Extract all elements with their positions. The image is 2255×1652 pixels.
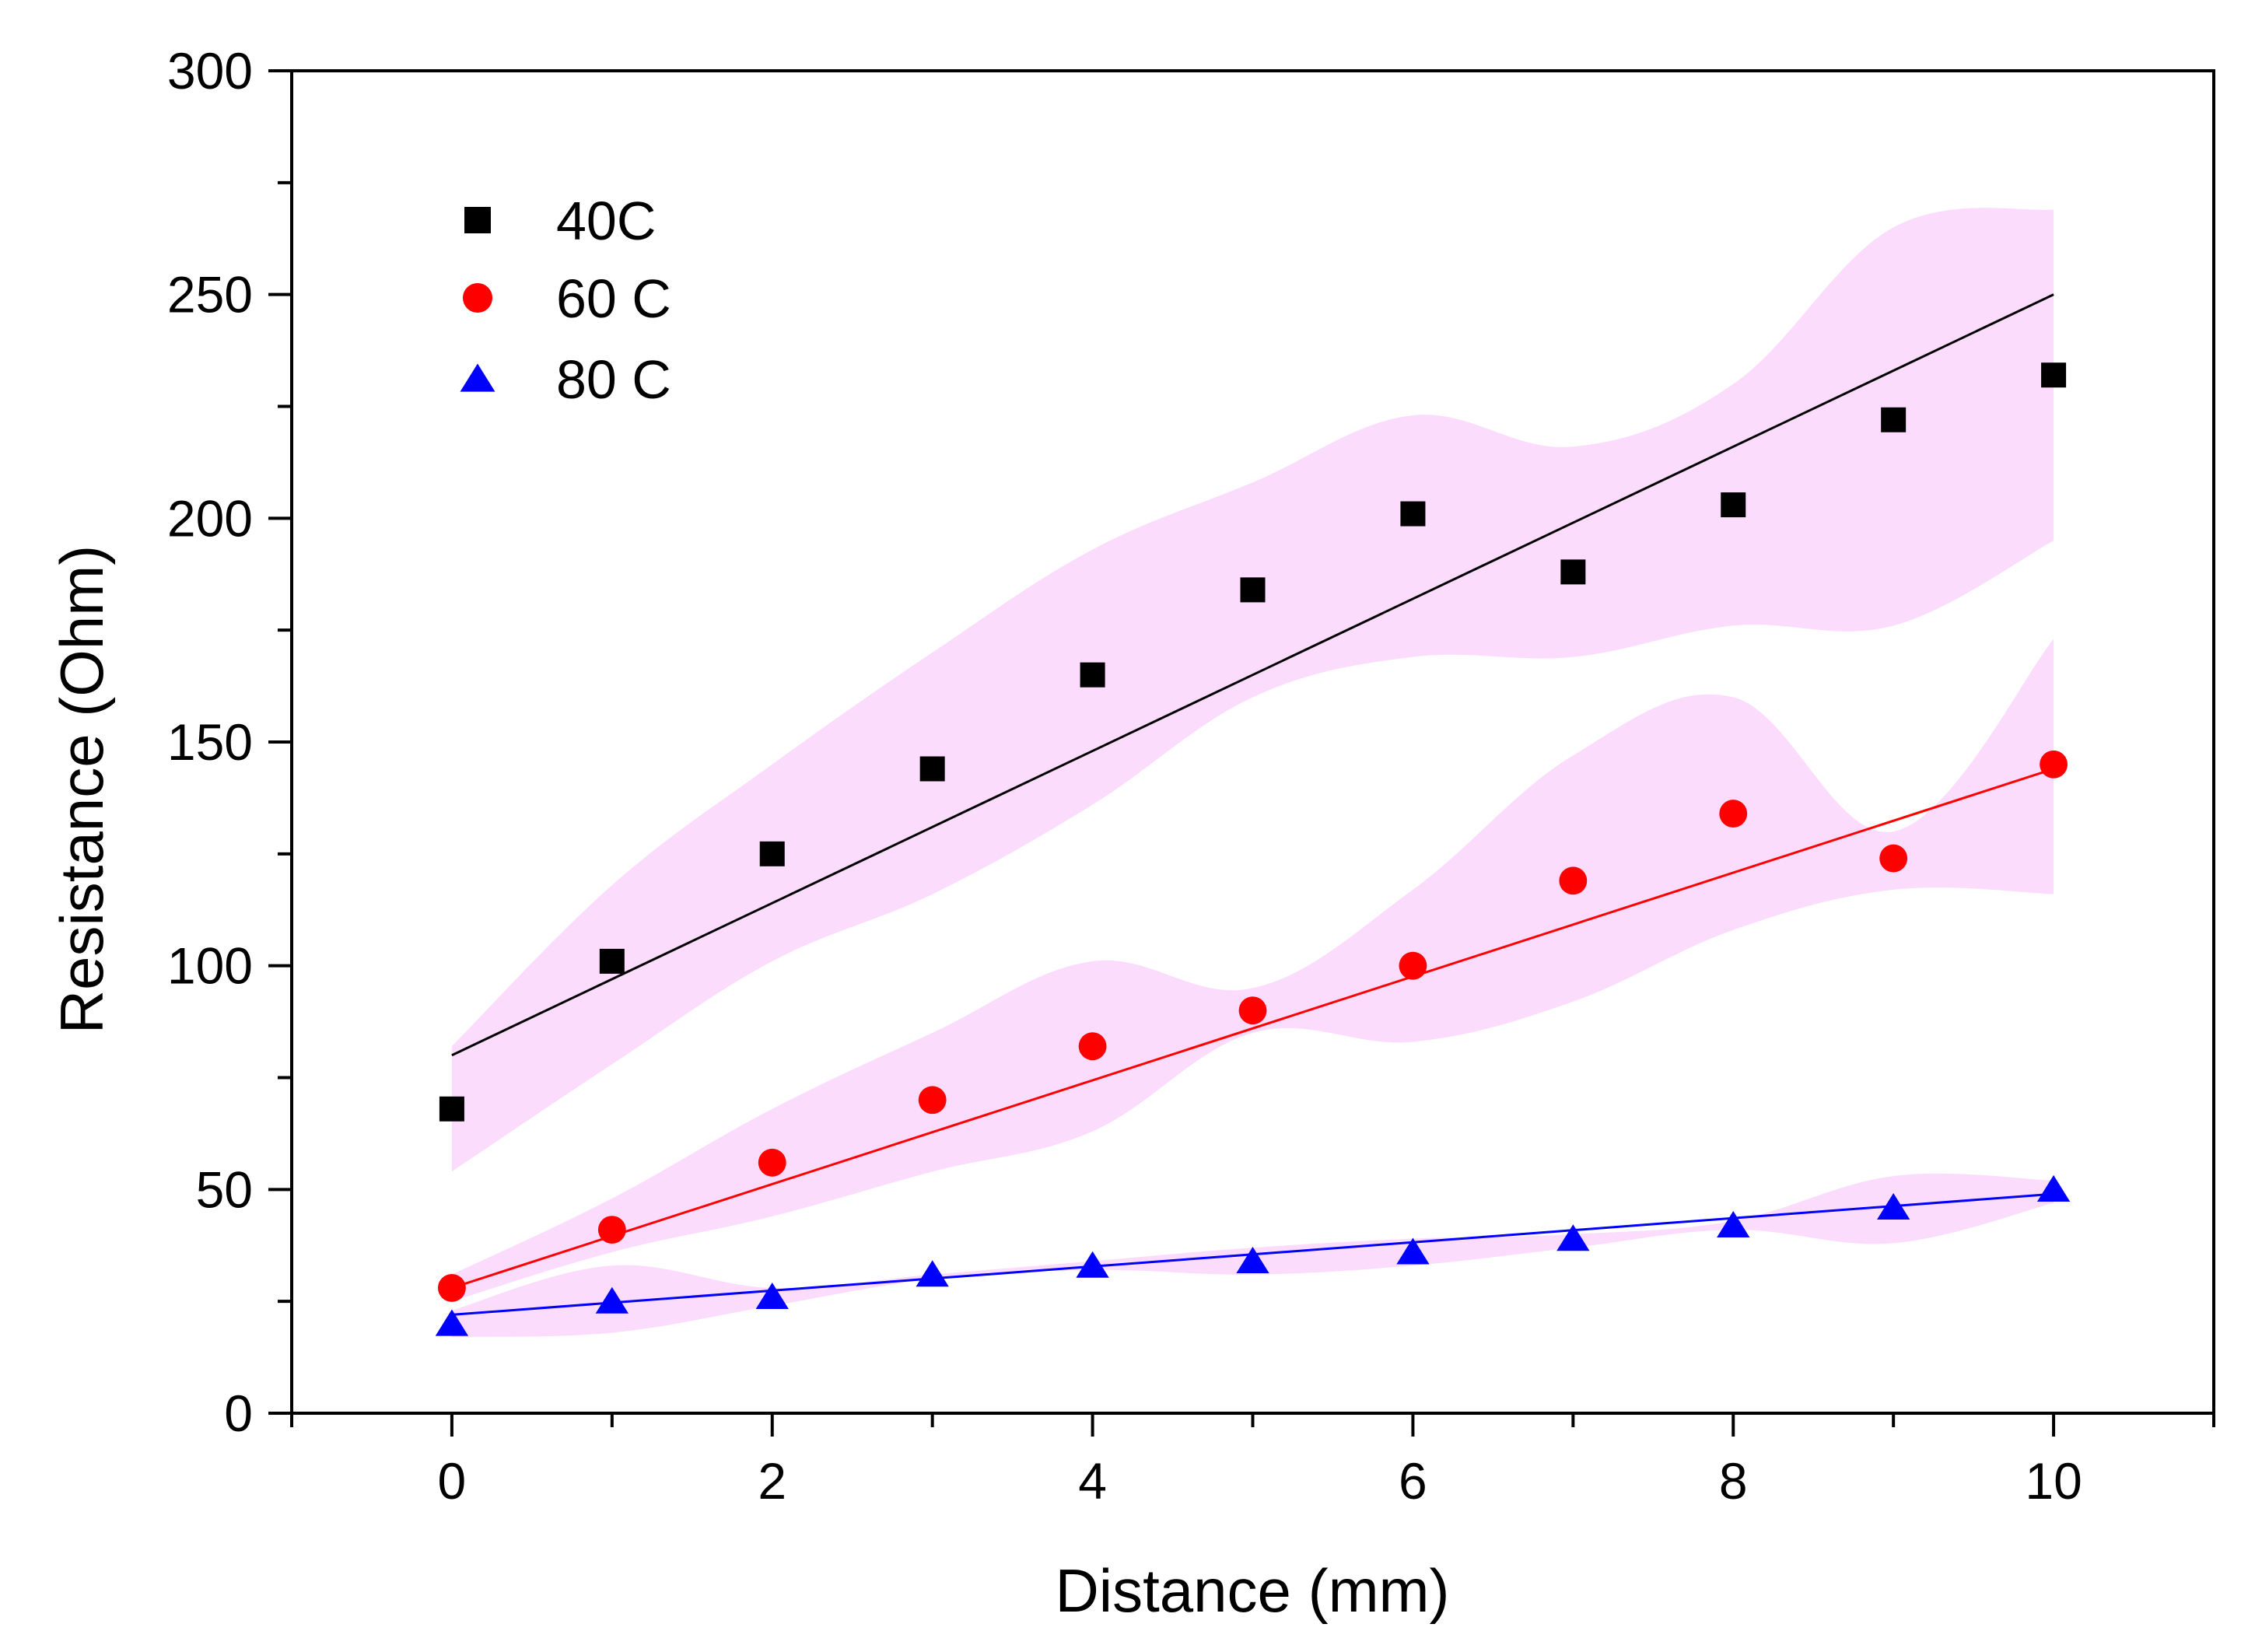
point-40c-5 [1240,577,1266,603]
point-60c-2 [758,1148,786,1177]
point-80c-0 [435,1309,469,1336]
data-points [435,362,2071,1336]
point-80c-7 [1556,1224,1590,1251]
y-tick-label-150: 150 [167,713,253,771]
legend: 40C 60 C 80 C [460,191,671,410]
x-tick-label-2: 2 [758,1452,786,1510]
band-40c [451,208,2054,1172]
y-axis-title: Resistance (Ohm) [47,545,116,1034]
point-60c-7 [1559,866,1588,895]
point-60c-6 [1399,951,1427,980]
band-60c [451,639,2054,1302]
legend-marker-40c [464,207,491,233]
point-80c-8 [1717,1210,1750,1237]
y-tick-label-250: 250 [167,266,253,324]
point-80c-4 [1076,1251,1109,1278]
legend-marker-60c [462,282,493,313]
point-80c-2 [755,1283,789,1310]
legend-label-60c: 60 C [556,268,671,329]
point-40c-9 [1881,407,1907,432]
point-40c-2 [759,841,785,866]
y-tick-label-100: 100 [167,937,253,995]
point-80c-1 [595,1286,629,1314]
point-40c-4 [1080,662,1105,688]
x-tick-label-8: 8 [1719,1452,1748,1510]
x-tick-label-4: 4 [1078,1452,1107,1510]
point-80c-9 [1877,1192,1910,1220]
x-tick-label-6: 6 [1399,1452,1427,1510]
fit-line-40c [451,293,2054,1057]
confidence-bands [451,208,2054,1338]
point-80c-3 [916,1260,949,1287]
point-40c-10 [2041,362,2067,388]
point-40c-3 [919,756,945,782]
point-60c-5 [1238,996,1267,1025]
x-tick-label-0: 0 [438,1452,467,1510]
x-tick-label-10: 10 [2025,1452,2082,1510]
axis-ticks [268,69,2215,1437]
fit-line-60c [451,768,2054,1290]
point-60c-9 [1879,844,1908,873]
point-40c-0 [439,1096,464,1122]
point-40c-8 [1721,492,1746,518]
point-40c-1 [599,948,625,974]
legend-label-40c: 40C [556,191,656,251]
point-60c-3 [918,1086,947,1115]
point-80c-6 [1396,1237,1430,1265]
y-tick-label-0: 0 [224,1384,253,1442]
point-80c-5 [1236,1246,1269,1274]
point-60c-4 [1078,1032,1107,1061]
point-60c-0 [437,1273,466,1302]
legend-marker-80c [460,363,495,392]
y-tick-label-200: 200 [167,489,253,547]
point-40c-7 [1560,559,1586,585]
point-60c-10 [2040,750,2068,779]
x-axis-title: Distance (mm) [1055,1556,1449,1625]
y-tick-label-50: 50 [196,1160,253,1218]
point-60c-1 [597,1216,626,1244]
y-tick-label-300: 300 [167,42,253,100]
point-40c-6 [1400,501,1426,527]
point-60c-8 [1719,800,1748,828]
point-80c-10 [2036,1174,2071,1202]
legend-label-80c: 80 C [556,349,671,410]
